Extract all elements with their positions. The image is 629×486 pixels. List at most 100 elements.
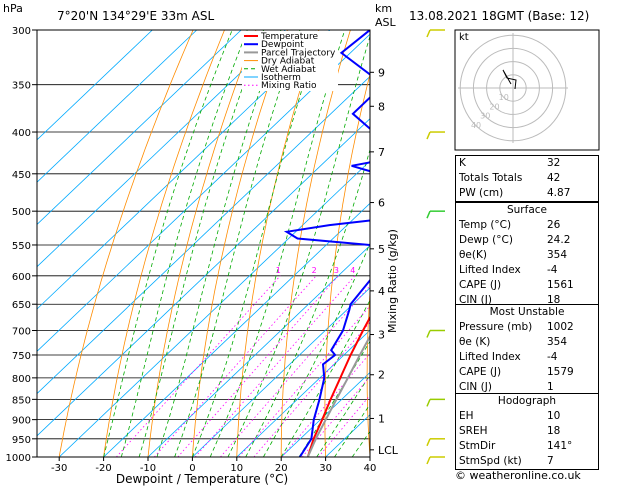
hodo-label: SREH (459, 425, 488, 437)
unstable-row: CAPE (J) 1579 (456, 365, 598, 380)
index-row: Totals Totals 42 (456, 171, 598, 186)
dry-adiabat (408, 30, 445, 457)
wind-barb-flag (426, 330, 431, 338)
series-parcel-trajectory (306, 334, 370, 457)
pressure-tick-label: 500 (12, 207, 31, 218)
wet-adiabat (316, 374, 370, 457)
pressure-tick-label: 550 (12, 241, 31, 252)
index-row: K 32 (456, 156, 598, 171)
hodograph-ring-label: 30 (480, 112, 490, 121)
legend-label: Dry Adiabat (261, 57, 315, 67)
pressure-tick-label: 750 (12, 351, 31, 362)
isotherm-line (236, 329, 370, 457)
km-tick-label: 1 (378, 412, 385, 425)
isotherm-line (147, 245, 370, 457)
mixing-ratio-line (116, 275, 281, 457)
wind-barb-flag (426, 210, 431, 219)
surface-label: CAPE (J) (459, 279, 502, 291)
wind-barb-flag (426, 29, 431, 38)
x-axis-label: Dewpoint / Temperature (°C) (116, 472, 288, 486)
unstable-label: Pressure (mb) (459, 321, 533, 333)
mixing-ratio-label: 4 (350, 266, 355, 275)
index-row: PW (cm) 4.87 (456, 186, 598, 201)
wet-adiabat (121, 30, 248, 457)
pressure-tick-label: 950 (12, 435, 31, 446)
hodograph-ring-label: 10 (499, 93, 509, 102)
pressure-tick-label: 1000 (6, 453, 31, 464)
surface-label: θe(K) (459, 249, 487, 261)
km-tick-label: 8 (378, 100, 385, 113)
hodo-value: 141° (547, 440, 573, 452)
legend-label: Parcel Trajectory (261, 48, 336, 58)
km-tick-label: 6 (378, 197, 385, 210)
series-dewpoint (283, 30, 370, 457)
hodo-row: SREH 18 (456, 424, 598, 439)
mixing-ratio-label: 3 (334, 266, 339, 275)
wet-adiabat (192, 30, 322, 457)
dry-adiabat (103, 30, 225, 457)
wet-adiabat (227, 34, 370, 457)
unstable-label: θe (K) (459, 336, 491, 348)
surface-row: Temp (°C) 26 (456, 218, 598, 233)
unstable-value: 354 (547, 336, 568, 348)
mixing-ratio-line (281, 352, 370, 457)
index-label: PW (cm) (459, 187, 504, 199)
copyright-footer: © weatheronline.co.uk (455, 469, 581, 482)
surface-value: 18 (547, 294, 561, 306)
hodograph-panel: Hodograph EH 10 SREH 18 StmDir 141° StmSpd (kt… (455, 393, 599, 470)
surface-row: θe(K) 354 (456, 248, 598, 263)
mixing-ratio-label: 15 (429, 266, 439, 275)
dry-adiabat (236, 30, 320, 457)
hodograph-title: Hodograph (497, 395, 557, 407)
wet-adiabat (263, 242, 370, 457)
km-tick-label: LCL (378, 444, 399, 457)
wind-barbs (426, 29, 445, 465)
pressure-tick-label: 850 (12, 395, 31, 406)
unstable-row: Pressure (mb) 1002 (456, 320, 598, 335)
isotherm-line (37, 30, 153, 141)
wind-barb-flag (426, 438, 431, 447)
hodograph-trace (502, 69, 517, 90)
hodo-row: StmSpd (kt) 7 (456, 454, 598, 469)
temp-tick-label: -30 (51, 463, 67, 474)
isotherm-line (103, 202, 370, 457)
indices-panel: K 32 Totals Totals 42 PW (cm) 4.87 (455, 155, 599, 202)
unstable-label: Lifted Index (459, 351, 521, 363)
isotherm-line (37, 30, 331, 310)
km-tick-label: 5 (378, 243, 385, 256)
wind-barb-flag (426, 131, 431, 140)
legend-label: Dewpoint (261, 40, 304, 50)
unstable-value: 1579 (547, 366, 574, 378)
dry-adiabat (595, 30, 629, 457)
hpa-label: hPa (3, 2, 23, 15)
temp-tick-label: -20 (95, 463, 111, 474)
mixing-ratio-label: 1 (276, 266, 281, 275)
mixing-ratio-line (220, 285, 370, 457)
surface-label: Dewp (°C) (459, 234, 513, 246)
legend-label: Wet Adiabat (261, 65, 316, 75)
wet-adiabat (103, 30, 233, 457)
surface-value: 26 (547, 219, 561, 231)
hodo-value: 18 (547, 425, 561, 437)
plot-frame (36, 29, 371, 458)
surface-label: CIN (J) (459, 294, 492, 306)
hodo-row: StmDir 141° (456, 439, 598, 454)
temp-tick-label: 40 (364, 463, 377, 474)
surface-value: 24.2 (547, 234, 571, 246)
km-tick-label: 4 (378, 285, 385, 298)
pressure-tick-label: 650 (12, 300, 31, 311)
legend-label: Temperature (260, 32, 318, 42)
mixing-ratio-line (253, 321, 370, 457)
surface-value: 354 (547, 249, 568, 261)
hodo-value: 7 (547, 455, 554, 467)
unstable-label: CIN (J) (459, 381, 492, 393)
dry-adiabat (366, 286, 370, 457)
isotherm-line (58, 160, 370, 457)
unstable-row: CIN (J) 1 (456, 380, 598, 395)
hodo-label: StmSpd (kt) (459, 455, 522, 467)
unstable-value: 1 (547, 381, 554, 393)
isotherm-line (192, 287, 370, 457)
surface-label: Temp (°C) (459, 219, 512, 231)
